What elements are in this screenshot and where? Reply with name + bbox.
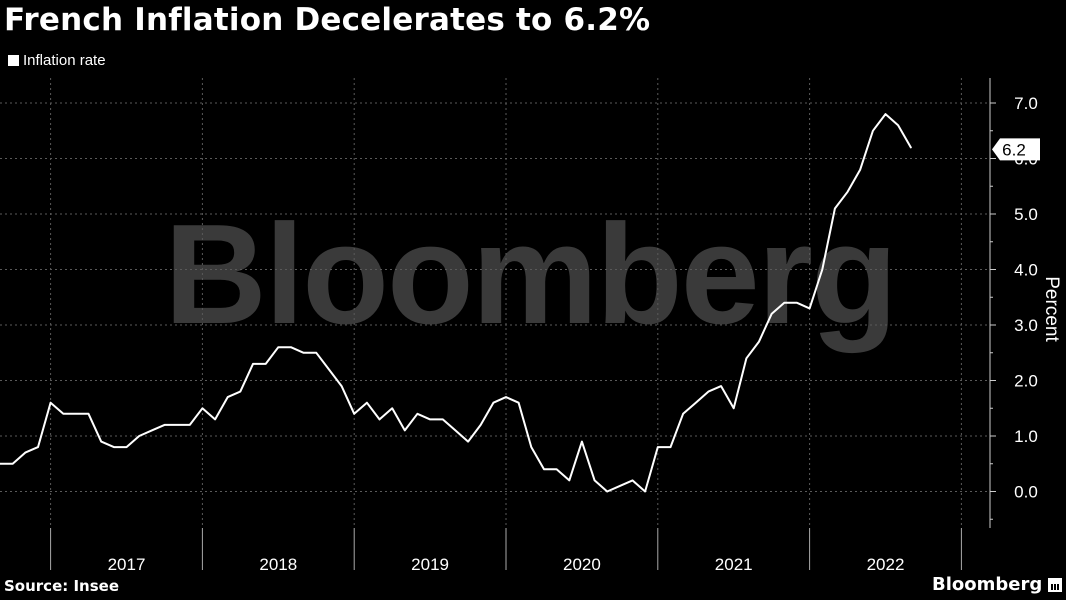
x-tick-label: 2020	[563, 555, 601, 574]
y-tick-label: 3.0	[1014, 316, 1038, 335]
legend-label: Inflation rate	[23, 52, 106, 69]
y-tick-label: 5.0	[1014, 205, 1038, 224]
brand-logo: Bloomberg	[932, 574, 1063, 595]
x-tick-label: 2021	[715, 555, 753, 574]
chart-icon	[1048, 577, 1063, 592]
y-tick-label: 4.0	[1014, 261, 1038, 280]
legend: Inflation rate	[8, 52, 106, 69]
source-note: Source: Insee	[4, 577, 120, 595]
series-line-inflation-rate	[0, 113, 912, 493]
y-tick-label: 2.0	[1014, 372, 1038, 391]
x-tick-label: 2017	[108, 555, 146, 574]
x-tick-label: 2018	[259, 555, 297, 574]
x-tick-label: 2019	[411, 555, 449, 574]
last-value-callout	[992, 138, 1040, 161]
legend-swatch	[8, 55, 19, 66]
x-tick-label: 2022	[867, 555, 905, 574]
y-tick-label: 1.0	[1014, 427, 1038, 446]
y-tick-label: 0.0	[1014, 483, 1038, 502]
brand-text: Bloomberg	[932, 574, 1043, 595]
y-tick-label: 7.0	[1014, 94, 1038, 113]
last-value-label: 6.2	[1002, 140, 1026, 159]
watermark: Bloomberg	[164, 195, 895, 354]
y-axis-label: Percent	[1041, 276, 1062, 342]
chart-title: French Inflation Decelerates to 6.2%	[4, 2, 651, 38]
